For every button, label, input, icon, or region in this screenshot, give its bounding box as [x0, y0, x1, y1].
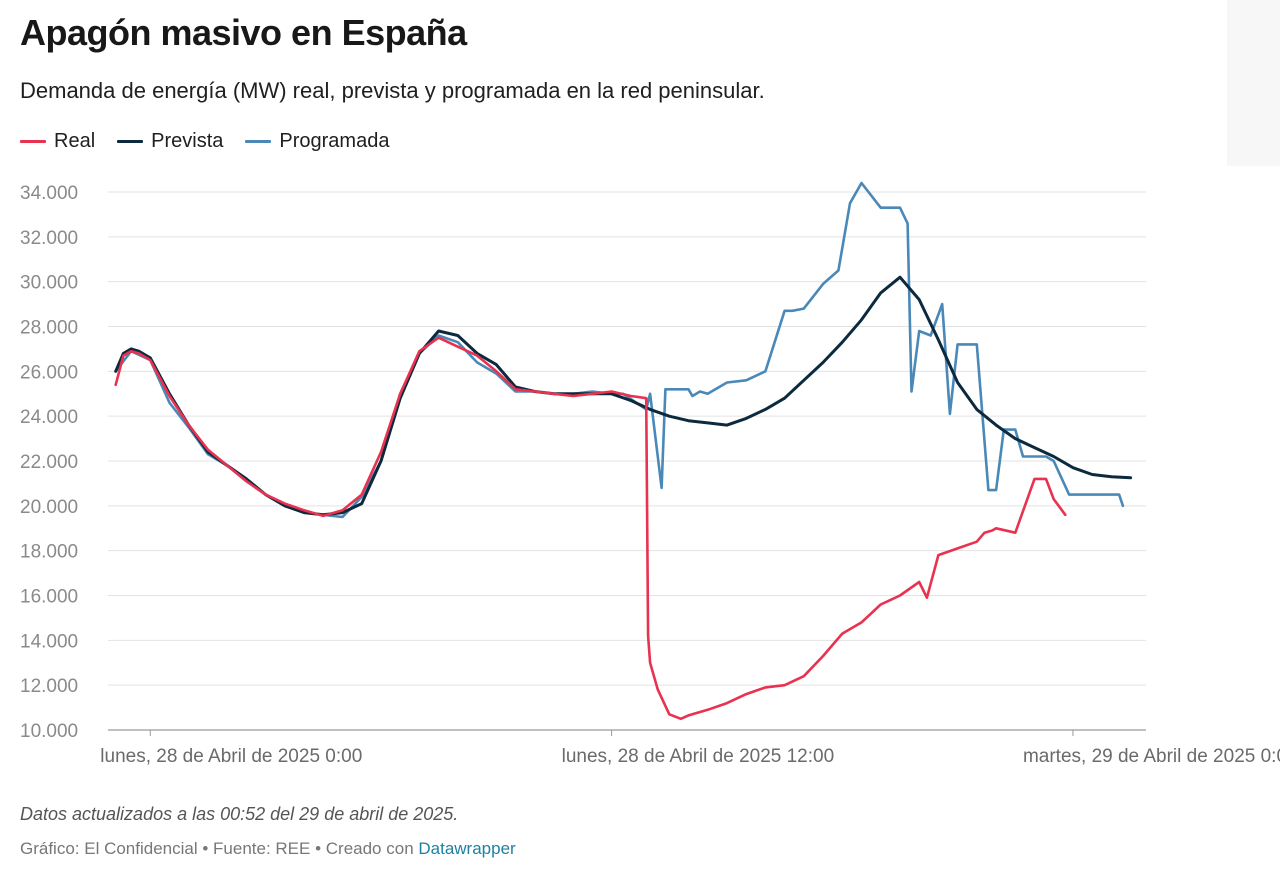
y-tick-label: 10.000	[20, 721, 78, 742]
y-tick-label: 34.000	[20, 183, 78, 204]
series-lines	[114, 181, 1133, 721]
legend-label-real: Real	[54, 130, 96, 152]
legend-swatch-real	[20, 140, 46, 143]
chart-subtitle: Demanda de energía (MW) real, prevista y…	[20, 78, 765, 103]
legend-label-prevista: Prevista	[151, 130, 224, 152]
legend-label-programada: Programada	[279, 130, 390, 152]
y-tick-label: 24.000	[20, 407, 78, 428]
x-tick-label: martes, 29 de Abril de 2025 0:00	[1023, 746, 1280, 767]
legend-swatch-programada	[245, 140, 272, 143]
credits: Gráfico: El Confidencial • Fuente: REE •…	[20, 839, 516, 859]
series-line-programada	[114, 181, 1125, 519]
legend-item-programada: Programada	[245, 130, 389, 153]
legend-item-real: Real	[20, 130, 95, 153]
x-tick-label: lunes, 28 de Abril de 2025 0:00	[100, 746, 362, 767]
datawrapper-link[interactable]: Datawrapper	[418, 839, 516, 858]
y-tick-label: 18.000	[20, 542, 78, 563]
y-tick-label: 12.000	[20, 676, 78, 697]
chart-title: Apagón masivo en España	[20, 12, 467, 53]
y-tick-label: 30.000	[20, 273, 78, 294]
legend-swatch-prevista	[117, 140, 144, 143]
x-tick-label: lunes, 28 de Abril de 2025 12:00	[562, 746, 835, 767]
x-axis-ticks: lunes, 28 de Abril de 2025 0:00 lunes, 28…	[100, 730, 1280, 767]
y-tick-label: 26.000	[20, 362, 78, 383]
y-axis-ticks: 10.000 12.000 14.000 16.000 18.000 20.000 22.0…	[20, 183, 78, 742]
grid	[108, 191, 1146, 731]
y-tick-label: 20.000	[20, 497, 78, 518]
legend-item-prevista: Prevista	[117, 130, 223, 153]
y-tick-label: 22.000	[20, 452, 78, 473]
y-tick-label: 14.000	[20, 631, 78, 652]
data-update-note: Datos actualizados a las 00:52 del 29 de…	[20, 804, 459, 824]
y-tick-label: 32.000	[20, 228, 78, 249]
series-line-prevista	[114, 275, 1133, 517]
line-chart: 10.000 12.000 14.000 16.000 18.000 20.000 22.0…	[20, 181, 1280, 767]
y-tick-label: 28.000	[20, 318, 78, 339]
legend: Real Prevista Programada	[20, 130, 389, 153]
y-tick-label: 16.000	[20, 587, 78, 608]
series-line-real	[114, 336, 1067, 721]
side-panel	[1227, 0, 1280, 166]
credits-text: Gráfico: El Confidencial • Fuente: REE •…	[20, 839, 419, 858]
